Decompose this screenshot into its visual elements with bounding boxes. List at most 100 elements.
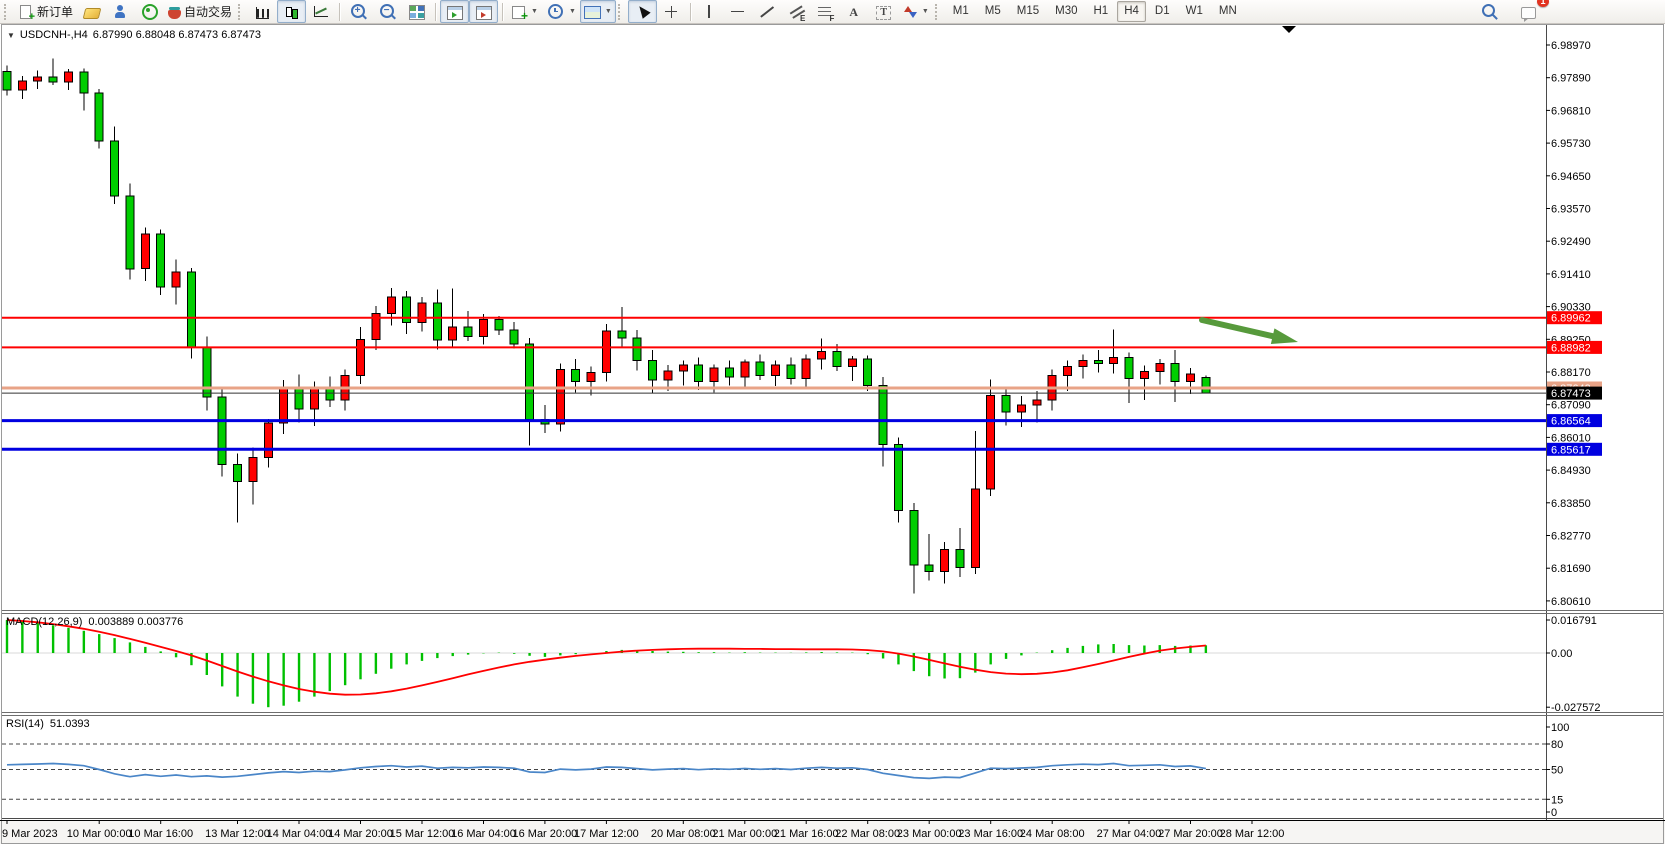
svg-text:13 Mar 12:00: 13 Mar 12:00 (205, 828, 270, 840)
vertical-line-icon (701, 4, 717, 20)
svg-text:6.89962: 6.89962 (1551, 313, 1591, 325)
strategy-tester-button[interactable] (106, 0, 135, 23)
gold-ingot-icon (82, 8, 101, 19)
periods-button[interactable]: ▼ (542, 0, 580, 23)
trader-person-icon (113, 4, 129, 20)
fibonacci-icon (817, 4, 834, 23)
svg-text:0.00: 0.00 (1551, 648, 1572, 660)
timeframe-D1[interactable]: D1 (1154, 5, 1170, 17)
notification-badge: 1 (1537, 0, 1549, 7)
text-label-button[interactable] (869, 0, 898, 23)
svg-text:6.80610: 6.80610 (1551, 596, 1591, 608)
svg-text:-0.027572: -0.027572 (1551, 702, 1601, 714)
new-order-button[interactable]: 新订单 (14, 0, 77, 23)
svg-text:6.85617: 6.85617 (1551, 444, 1591, 456)
svg-text:10 Mar 00:00: 10 Mar 00:00 (67, 828, 132, 840)
auto-trading-button[interactable]: 自动交易 (164, 0, 236, 23)
zoom-in-button[interactable]: + (344, 0, 373, 23)
symbol-dropdown-icon[interactable]: ▼ (7, 30, 15, 40)
crosshair-button[interactable] (657, 0, 686, 23)
timeframe-M1[interactable]: M1 (952, 5, 969, 17)
toolbar-separator (435, 2, 437, 21)
timeframe-H1[interactable]: H1 (1093, 5, 1109, 17)
text-tool-icon (846, 4, 862, 20)
arrows-button[interactable]: ▼ (898, 0, 933, 23)
equidistant-channel-button[interactable] (782, 0, 811, 23)
svg-text:16 Mar 20:00: 16 Mar 20:00 (512, 828, 577, 840)
timeframe-H4[interactable]: H4 (1117, 1, 1146, 22)
hline-6.85617[interactable]: 6.85617 (2, 442, 1602, 457)
toolbar-grip[interactable] (617, 3, 624, 20)
svg-text:24 Mar 08:00: 24 Mar 08:00 (1020, 828, 1085, 840)
svg-text:14 Mar 04:00: 14 Mar 04:00 (267, 828, 332, 840)
timeframe-W1[interactable]: W1 (1185, 5, 1203, 17)
svg-text:6.88170: 6.88170 (1551, 367, 1591, 379)
clock-icon (547, 4, 563, 19)
svg-text:15 Mar 12:00: 15 Mar 12:00 (390, 828, 455, 840)
vertical-line-button[interactable] (695, 0, 724, 23)
toolbar-right-group: 1 (1475, 0, 1549, 23)
toolbar-grip[interactable] (4, 3, 10, 20)
notifications-button[interactable]: 1 (1514, 0, 1549, 23)
toolbar-separator (689, 2, 691, 21)
search-button[interactable] (1475, 0, 1504, 23)
fibonacci-button[interactable] (811, 0, 840, 23)
indicator-window-button[interactable] (440, 0, 470, 23)
rsi-name: RSI(14) (6, 718, 44, 730)
toolbar-grip[interactable] (238, 3, 244, 20)
timeframe-MN[interactable]: MN (1218, 5, 1237, 17)
timeframe-M30[interactable]: M30 (1055, 5, 1078, 17)
svg-text:27 Mar 20:00: 27 Mar 20:00 (1158, 828, 1223, 840)
trendline-button[interactable] (753, 0, 782, 23)
svg-text:6.84930: 6.84930 (1551, 465, 1591, 477)
crosshair-icon (663, 4, 679, 20)
candlestick-chart-button[interactable] (277, 0, 307, 23)
timeframe-M15[interactable]: M15 (1016, 5, 1040, 17)
svg-text:6.90330: 6.90330 (1551, 302, 1591, 314)
horizontal-line-button[interactable] (724, 0, 753, 23)
macd-values: 0.003889 0.003776 (88, 616, 184, 628)
add-indicator-button[interactable]: ▼ (507, 0, 542, 23)
hline-6.89962[interactable]: 6.89962 (2, 311, 1602, 325)
toolbar-grip[interactable] (934, 3, 941, 20)
svg-text:28 Mar 12:00: 28 Mar 12:00 (1220, 828, 1285, 840)
zoom-in-icon: + (350, 3, 365, 18)
indicator-window-2-button[interactable] (469, 0, 499, 23)
symbol-period-label: USDCNH-,H4 (19, 29, 88, 41)
svg-text:6.81690: 6.81690 (1551, 563, 1591, 575)
svg-text:9 Mar 2023: 9 Mar 2023 (2, 828, 58, 840)
bar-chart-button[interactable] (248, 0, 277, 23)
svg-text:20 Mar 08:00: 20 Mar 08:00 (651, 828, 716, 840)
horizontal-line-icon (730, 4, 746, 20)
new-order-icon (18, 4, 35, 22)
add-indicator-icon (511, 4, 528, 22)
cursor-button[interactable] (627, 0, 657, 23)
chevron-down-icon: ▼ (531, 8, 538, 15)
zoom-out-button[interactable]: − (373, 0, 402, 23)
hline-6.86564[interactable]: 6.86564 (2, 414, 1602, 428)
svg-text:0: 0 (1551, 807, 1557, 819)
svg-text:16 Mar 04:00: 16 Mar 04:00 (451, 828, 516, 840)
svg-text:6.87090: 6.87090 (1551, 400, 1591, 412)
trend-arrow-annotation[interactable] (1199, 317, 1298, 344)
chart-window[interactable]: 6.98970 6.97890 6.96810 6.95730 6.94650 6.935… (0, 24, 1665, 844)
toolbar-separator (339, 2, 341, 21)
templates-button[interactable]: ▼ (579, 0, 616, 23)
macd-name: MACD(12,26,9) (6, 616, 83, 628)
svg-text:27 Mar 04:00: 27 Mar 04:00 (1097, 828, 1162, 840)
line-chart-button[interactable] (306, 0, 335, 23)
timeframe-M5[interactable]: M5 (984, 5, 1001, 17)
svg-text:50: 50 (1551, 765, 1563, 777)
chart-shift-marker[interactable] (1282, 26, 1296, 33)
svg-text:6.86010: 6.86010 (1551, 432, 1591, 444)
hline-6.88982[interactable]: 6.88982 (2, 340, 1602, 355)
tile-windows-button[interactable] (402, 0, 431, 23)
price-axis[interactable]: 6.98970 6.97890 6.96810 6.95730 6.94650 6.935… (1546, 40, 1591, 608)
signals-button[interactable] (135, 0, 164, 23)
text-button[interactable] (840, 0, 869, 23)
market-depth-button[interactable] (77, 0, 106, 23)
svg-text:6.93570: 6.93570 (1551, 204, 1591, 216)
